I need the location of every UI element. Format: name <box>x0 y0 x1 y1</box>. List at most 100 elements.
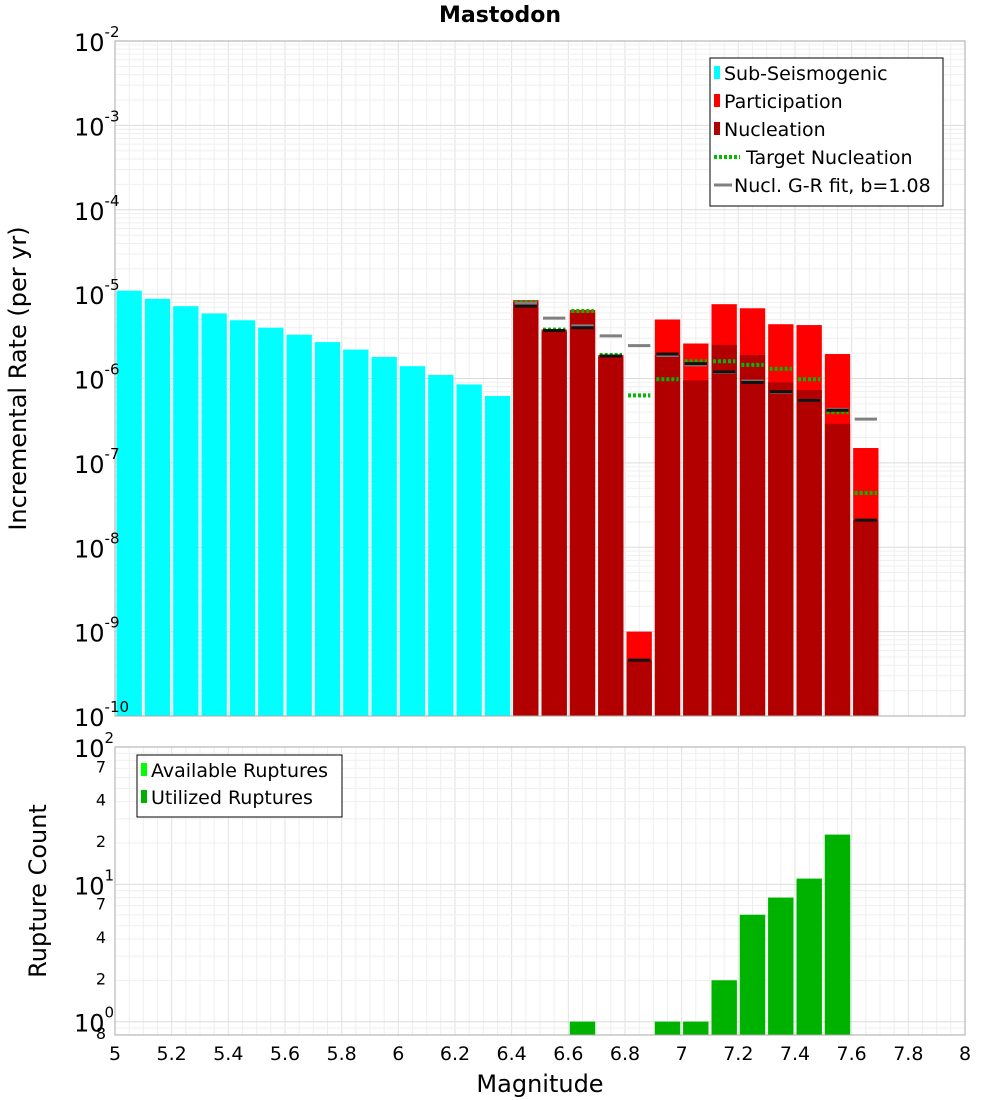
x-tick-label-15: 8 <box>959 1043 971 1065</box>
plot-frame <box>114 746 966 1036</box>
plot-frame <box>114 40 966 717</box>
bar-0-0-1 <box>144 298 171 716</box>
bar-1-1-5 <box>768 897 794 1035</box>
legend: Sub-Seismogenic Participation Nucleation Ta… <box>709 57 944 207</box>
x-tick-label-1: 5.2 <box>157 1043 187 1065</box>
y-axis-label-0: Incremental Rate (per yr) <box>4 226 32 530</box>
x-axis-label: Magnitude <box>476 1070 603 1098</box>
y-tick-label-2: 2 <box>96 969 106 988</box>
legend-box <box>709 57 944 207</box>
y-tick-label-1: 100 <box>74 1004 114 1038</box>
y-tick-labels: 10-2 10-3 10-4 10-5 10-6 10-7 10-8 10-9 10-10 <box>74 23 129 732</box>
bar-0-0-11 <box>428 375 454 716</box>
bar-0-2-2 <box>569 312 596 716</box>
bar-0-0-10 <box>399 366 426 716</box>
x-tick-label-11: 7.2 <box>723 1043 753 1065</box>
bar-1-1-2 <box>683 1021 709 1035</box>
y-tick-label-4: 10-6 <box>74 361 120 395</box>
bar-0-2-1 <box>541 331 567 716</box>
legend-label-3: Target Nucleation <box>745 147 913 169</box>
x-tick-label-6: 6.2 <box>440 1043 470 1065</box>
y-tick-label-5: 10-7 <box>74 445 120 479</box>
legend-label-0: Sub-Seismogenic <box>724 63 888 85</box>
chart-title: Mastodon <box>439 3 561 28</box>
bar-0-2-0 <box>513 302 539 716</box>
legend-label-0: Available Ruptures <box>151 760 328 782</box>
bar-0-0-0 <box>116 290 142 716</box>
bar-1-1-7 <box>824 834 851 1035</box>
bar-0-0-9 <box>371 356 397 716</box>
bar-0-2-12 <box>853 520 879 716</box>
x-tick-label-7: 6.4 <box>497 1043 527 1065</box>
legend-label-4: Nucl. G-R fit, b=1.08 <box>734 175 931 197</box>
y-tick-label-3: 4 <box>96 928 106 947</box>
y-tick-label-7: 10-9 <box>74 614 120 648</box>
legend: Available Ruptures Utilized Ruptures <box>136 754 343 818</box>
legend-swatch-2 <box>714 122 720 135</box>
legend-label-1: Utilized Ruptures <box>151 787 313 809</box>
bar-0-2-10 <box>796 390 822 716</box>
x-tick-labels: 5 5.2 5.4 5.6 5.8 6 6.2 6.4 6.6 6.8 7 7.2 7.4 7.6 7.8 8 <box>109 1043 971 1065</box>
bar-1-1-1 <box>654 1021 681 1035</box>
x-tick-label-13: 7.6 <box>837 1043 867 1065</box>
y-tick-label-4: 7 <box>96 895 106 914</box>
x-tick-label-4: 5.8 <box>327 1043 357 1065</box>
bar-0-0-5 <box>258 327 284 716</box>
y-tick-label-1: 10-3 <box>74 107 120 141</box>
bar-0-2-11 <box>824 423 851 716</box>
y-tick-label-5: 101 <box>74 866 114 900</box>
x-tick-label-9: 6.8 <box>610 1043 640 1065</box>
y-tick-label-3: 10-5 <box>74 276 120 310</box>
legend-swatch-0 <box>714 66 720 79</box>
legend-swatch-1 <box>714 94 720 107</box>
y-tick-label-9: 102 <box>74 729 114 763</box>
x-tick-label-0: 5 <box>109 1043 121 1065</box>
y-axis-label-1: Rupture Count <box>24 804 52 978</box>
y-tick-label-6: 2 <box>96 832 106 851</box>
data-marks <box>569 834 851 1035</box>
y-tick-label-0: 8 <box>96 1024 106 1043</box>
bar-1-1-4 <box>739 914 766 1035</box>
bar-0-2-8 <box>739 354 766 716</box>
y-tick-label-2: 10-4 <box>74 192 120 226</box>
bar-0-0-13 <box>484 396 511 716</box>
bar-0-0-4 <box>229 320 256 716</box>
bar-0-0-2 <box>173 306 199 716</box>
x-tick-label-12: 7.4 <box>780 1043 810 1065</box>
legend-swatch-1 <box>141 790 147 803</box>
y-tick-label-8: 7 <box>96 757 106 776</box>
bar-0-0-7 <box>314 342 341 716</box>
x-tick-label-5: 6 <box>392 1043 404 1065</box>
bar-0-2-6 <box>683 380 709 716</box>
bar-0-2-9 <box>768 382 794 716</box>
bar-0-0-12 <box>456 384 482 716</box>
y-tick-label-7: 4 <box>96 791 106 810</box>
x-tick-label-3: 5.6 <box>270 1043 300 1065</box>
y-tick-label-8: 10-10 <box>74 698 129 732</box>
x-tick-label-14: 7.8 <box>893 1043 923 1065</box>
bar-1-1-3 <box>711 980 737 1035</box>
bar-0-2-3 <box>598 356 624 716</box>
legend-label-2: Nucleation <box>724 119 826 141</box>
x-tick-label-10: 7 <box>676 1043 688 1065</box>
bar-0-0-8 <box>343 349 369 716</box>
bar-0-2-7 <box>711 344 737 716</box>
legend-label-1: Participation <box>724 91 843 113</box>
bar-0-2-5 <box>654 354 681 716</box>
bar-0-0-6 <box>286 334 312 716</box>
y-tick-label-6: 10-8 <box>74 529 120 563</box>
bar-0-2-4 <box>626 660 652 716</box>
legend-swatch-0 <box>141 763 147 776</box>
bar-1-1-6 <box>796 878 822 1035</box>
x-tick-label-2: 5.4 <box>213 1043 243 1065</box>
data-marks <box>116 290 879 716</box>
bar-1-1-0 <box>569 1021 596 1035</box>
incremental-rate-chart: 10-2 10-3 10-4 10-5 10-6 10-7 10-8 10-9 10-10 Inc… <box>4 23 966 732</box>
y-tick-label-0: 10-2 <box>74 23 120 57</box>
bar-0-0-3 <box>201 313 227 716</box>
x-tick-label-8: 6.6 <box>553 1043 583 1065</box>
legend-box <box>136 754 343 818</box>
